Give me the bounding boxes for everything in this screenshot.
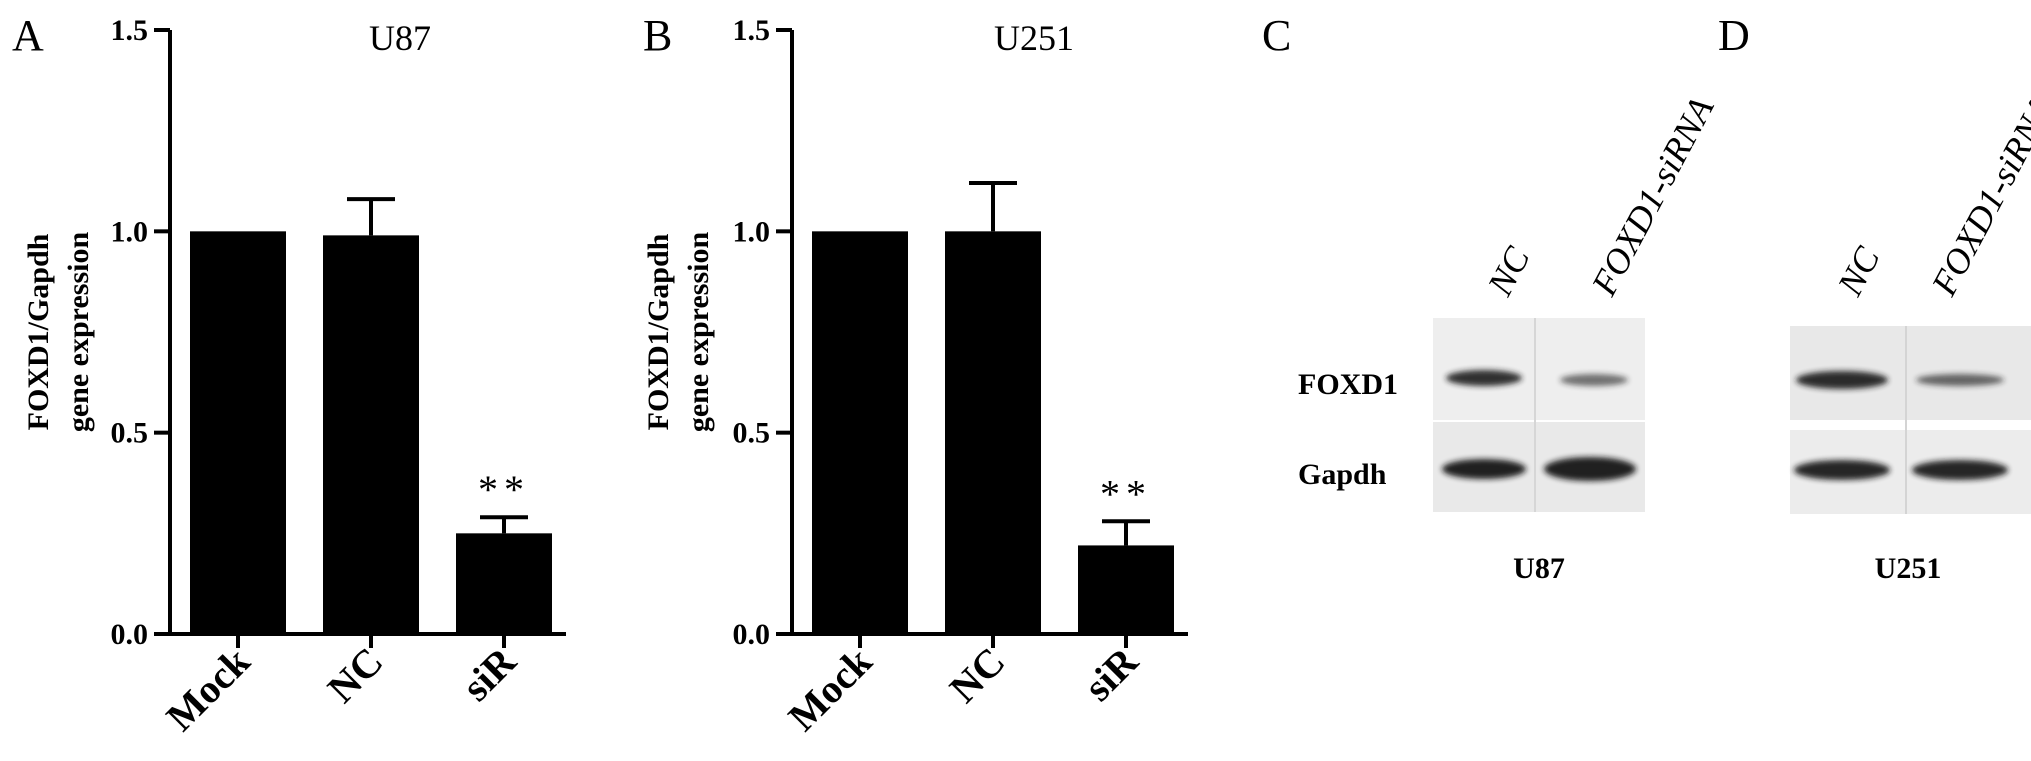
band-foxd1-nc-d <box>1796 371 1888 389</box>
lane-label-nc-d: NC <box>1829 240 1888 303</box>
y-tick-label: 1.0 <box>733 215 771 248</box>
band-gapdh-sirna-d <box>1912 460 2008 480</box>
western-blot-panel-c: C NC FOXD1-siRNA FOXD1 Gapdh U87 <box>1262 11 1722 585</box>
band-gapdh-sirna <box>1544 457 1636 481</box>
bar-nc <box>945 231 1041 635</box>
y-axis-label: FOXD1/Gapdh <box>22 233 55 430</box>
blot-membrane-foxd1 <box>1433 318 1645 420</box>
y-tick-label: 0.5 <box>733 417 771 450</box>
bar-mock <box>812 231 908 635</box>
significance-marker: ** <box>478 467 530 512</box>
panel-letter-a: A <box>12 11 44 60</box>
row-label-gapdh: Gapdh <box>1298 458 1387 491</box>
y-tick-label: 1.5 <box>111 14 149 47</box>
x-tick-label-sir: siR <box>1075 638 1147 710</box>
panel-letter-c: C <box>1262 11 1291 60</box>
band-gapdh-nc <box>1442 459 1526 479</box>
chart-title: U251 <box>994 18 1074 58</box>
x-tick-label-nc: NC <box>941 639 1014 712</box>
chart-panel-a: A U87 FOXD1/Gapdh gene expression 0.0 0.5 1.0… <box>12 11 566 739</box>
y-tick-label: 0.0 <box>733 618 771 651</box>
western-blot-panel-d: D NC FOXD1-siRNA U251 <box>1718 11 2031 585</box>
lane-label-nc: NC <box>1479 240 1538 303</box>
bar-sir <box>1078 545 1174 634</box>
x-tick-label-sir: siR <box>453 638 525 710</box>
bar-nc <box>323 235 419 635</box>
blot-caption-u251: U251 <box>1875 552 1942 585</box>
band-foxd1-sirna-d <box>1916 374 2004 386</box>
y-axis-label-line2: gene expression <box>682 232 715 433</box>
y-tick-label: 0.5 <box>111 417 149 450</box>
y-tick-label: 0.0 <box>111 618 149 651</box>
x-tick-label-mock: Mock <box>157 638 258 739</box>
band-foxd1-nc <box>1446 370 1522 386</box>
panel-letter-b: B <box>643 11 672 60</box>
lane-label-foxd1-sirna-d: FOXD1-siRNA <box>1923 90 2031 303</box>
x-tick-label-mock: Mock <box>779 638 880 739</box>
y-tick-label: 1.0 <box>111 215 149 248</box>
chart-panel-b: B U251 FOXD1/Gapdh gene expression 0.0 0.5 1.… <box>642 11 1188 739</box>
band-gapdh-nc-d <box>1794 460 1890 480</box>
band-foxd1-sirna <box>1560 374 1628 386</box>
y-axis-label: FOXD1/Gapdh <box>642 233 675 430</box>
chart-title: U87 <box>369 18 431 58</box>
bar-mock <box>190 231 286 635</box>
x-tick-label-nc: NC <box>319 639 392 712</box>
significance-marker: ** <box>1100 471 1152 516</box>
blot-caption-u87: U87 <box>1513 552 1565 585</box>
lane-label-foxd1-sirna: FOXD1-siRNA <box>1583 90 1722 303</box>
bar-sir <box>456 533 552 634</box>
y-tick-label: 1.5 <box>733 14 771 47</box>
panel-letter-d: D <box>1718 11 1750 60</box>
y-axis-label-line2: gene expression <box>62 232 95 433</box>
row-label-foxd1: FOXD1 <box>1298 368 1398 401</box>
